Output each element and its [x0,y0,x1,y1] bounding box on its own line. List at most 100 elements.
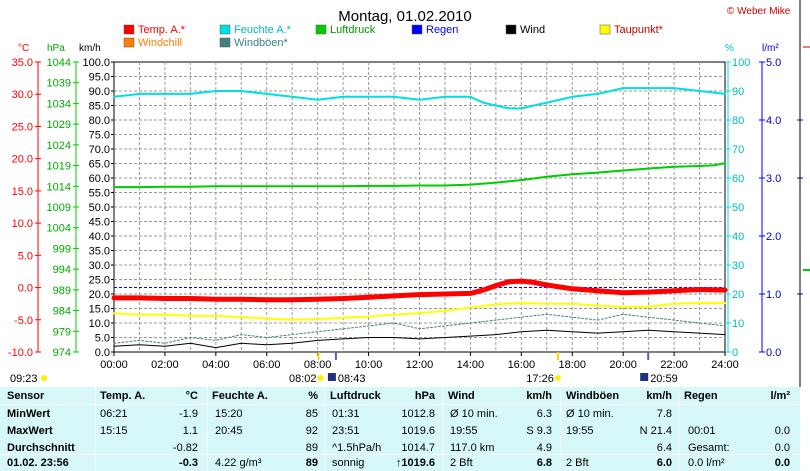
hum-tick-label: 100 [732,57,750,69]
press-value: 1014.7 [401,442,435,454]
sunrise-label: 08:02 [289,373,317,385]
table-header: Feuchte A. [212,390,268,402]
hum-value: 92 [305,425,318,437]
rain-label: 0.0 l/m² [688,457,725,469]
x-tick-label: 16:00 [508,359,536,371]
hum-tick-label: 30 [732,260,744,272]
table-header: hPa [414,390,435,402]
hum-time: 20:45 [215,425,243,437]
unit-temp: °C [18,43,29,54]
legend-swatch [123,24,135,35]
legend-label: Wind [520,24,545,36]
table-header: km/h [526,390,552,402]
press-tick-label: 1029 [47,119,71,131]
hum-tick-label: 20 [732,289,744,301]
hum-tick-label: 80 [732,115,744,127]
unit-wind: km/h [79,43,101,54]
table-header: Temp. A. [100,390,146,402]
legend: Temp. A.* Feuchte A.* Luftdruck Regen Wind Ta… [123,24,664,49]
press-tick-label: 1024 [47,140,71,152]
table-header: Luftdruck [330,390,381,402]
x-tick-label: 04:00 [202,359,230,371]
row-label: Durchschnitt [7,442,75,454]
moon-icon [640,373,649,381]
wind-value: 4.9 [536,442,552,454]
wind-tick-label: 50.0 [89,202,110,214]
rain-tick-label: 1.0 [766,289,781,301]
rain-tick-label: 3.0 [766,173,781,185]
temp-tick-label: 5.0 [18,250,33,262]
press-time: sonnig [332,457,365,469]
temp-tick-label: -10.0 [8,347,33,359]
wind-value: 6.8 [536,457,552,469]
row-label: MaxWert [7,425,53,437]
gust-label: 2 Bft [566,457,589,469]
rain-label: Gesamt: [688,442,730,454]
hum-tick-label: 60 [732,173,744,185]
wind-label: Ø 10 min. [450,408,498,420]
table-header: l/m² [770,390,790,402]
rain-tick-label: 0.0 [766,347,781,359]
temp-tick-label: 10.0 [12,218,33,230]
wind-tick-label: 100.0 [82,57,110,69]
wind-tick-label: 75.0 [89,130,110,142]
wind-tick-label: 15.0 [89,304,110,316]
x-tick-label: 24:00 [711,359,739,371]
temp-tick-label: 30.0 [12,89,33,101]
press-tick-label: 974 [53,347,71,359]
press-value: 1019.6 [401,425,435,437]
hum-value: 89 [305,457,318,469]
wind-tick-label: 45.0 [89,217,110,229]
x-tick-label: 20:00 [609,359,637,371]
x-tick-label: 10:00 [355,359,383,371]
temp-tick-label: 25.0 [12,121,33,133]
temp-value: -0.82 [172,442,198,454]
wind-label: 19:55 [450,425,478,437]
wind-tick-label: 10.0 [89,318,110,330]
hum-tick-label: 90 [732,86,744,98]
series-line-feuchte-a [113,87,726,110]
press-value: ↑1019.6 [395,457,435,469]
legend-swatch [599,24,611,35]
series-layer [111,87,728,349]
stats-table: Sensor Temp. A. °C Feuchte A.% Luftdruck hPa W… [0,387,800,471]
x-tick-label: 06:00 [253,359,281,371]
wind-value: S 9.3 [526,425,552,437]
rain-tick-label: 4.0 [766,115,781,127]
table-header: °C [185,390,198,402]
unit-press: hPa [47,43,65,54]
temp-value: 1.1 [182,425,198,437]
table-header: Sensor [7,390,45,402]
temp-tick-label: 0.0 [18,283,33,295]
series-line-luftdruck [113,162,726,189]
hum-value: 89 [305,442,318,454]
row-label: 01.02. 23:56 [7,457,69,469]
rain-tick-label: 2.0 [766,231,781,243]
legend-label: Windböen* [234,37,289,49]
wind-tick-label: 25.0 [89,275,110,287]
press-tick-label: 1034 [47,98,71,110]
legend-swatch [123,37,135,48]
wind-tick-label: 35.0 [89,246,110,258]
press-time: 01:31 [332,408,360,420]
sun-icon [41,375,47,381]
credit-text: © Weber Mike [727,6,791,17]
hum-time: 15:20 [215,408,243,420]
table-header: % [308,390,318,402]
chart-title: Montag, 01.02.2010 [338,8,471,25]
sunrise-hm-label: 08:43 [338,373,366,385]
legend-label: Temp. A.* [138,24,186,36]
sun-markers: 09:23 08:02 08:43 17:26 20:59 [10,352,678,385]
wind-tick-label: 20.0 [89,289,110,301]
wind-tick-label: 70.0 [89,144,110,156]
hum-tick-label: 40 [732,231,744,243]
wind-tick-label: 90.0 [89,86,110,98]
hum-tick-label: 70 [732,144,744,156]
gust-value: N 21.4 [639,425,672,437]
table-header: Regen [684,390,718,402]
x-tick-label: 08:00 [304,359,332,371]
temp-time: 15:15 [100,425,128,437]
wind-tick-label: 95.0 [89,72,110,84]
legend-label: Regen [426,24,458,36]
wind-tick-label: 30.0 [89,260,110,272]
